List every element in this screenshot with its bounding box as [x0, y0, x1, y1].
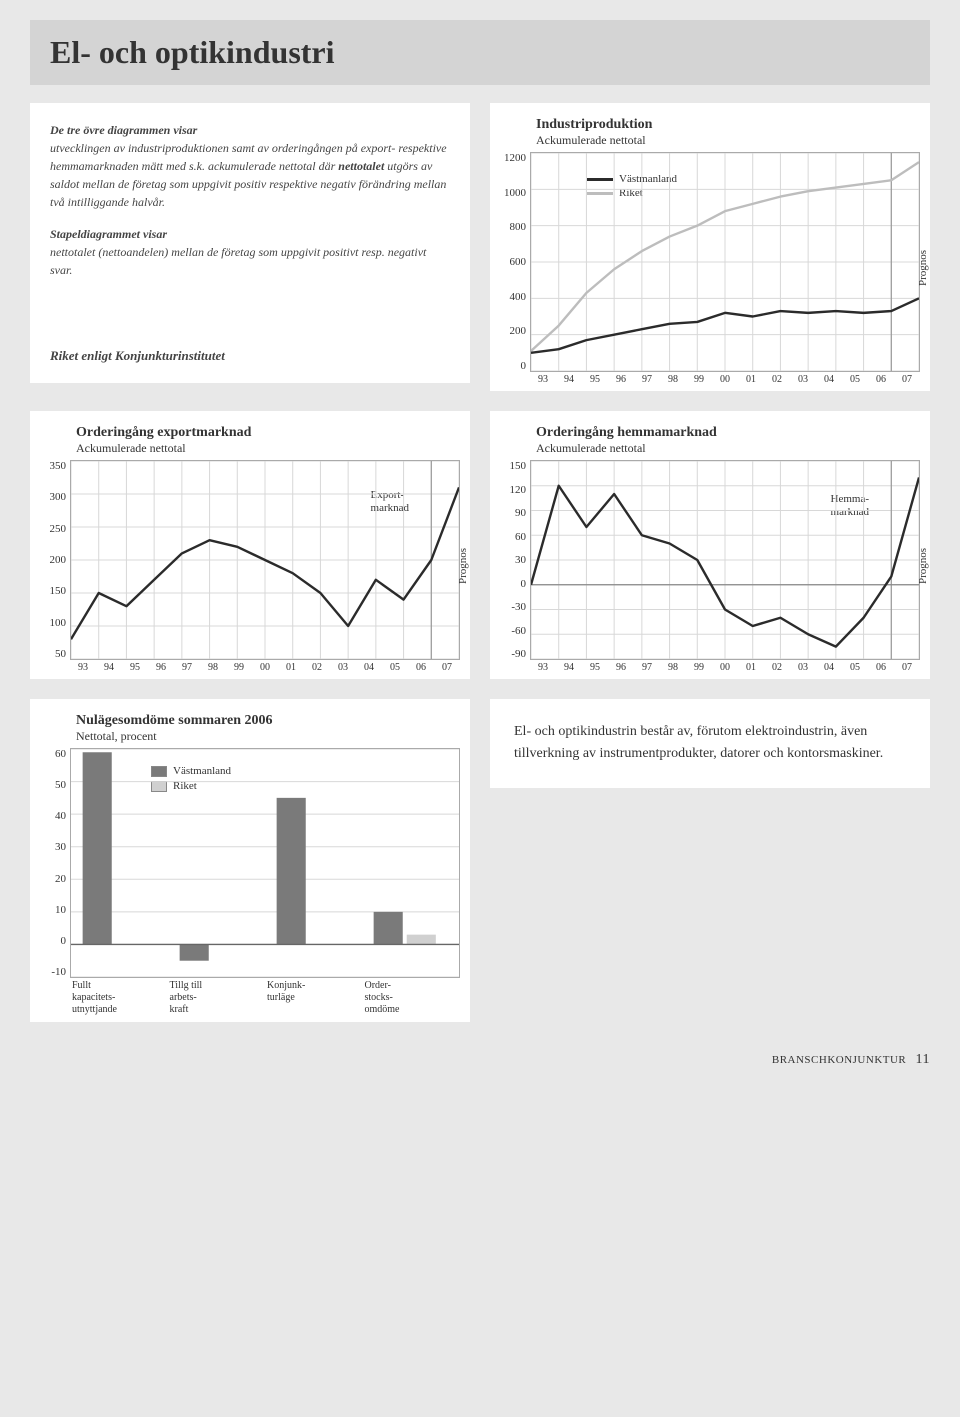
page-title: El- och optikindustri — [50, 34, 910, 71]
chart3-xaxis: 939495969798990001020304050607 — [530, 662, 920, 673]
info-box: El- och optikindustrin består av, föruto… — [490, 699, 930, 788]
chart1-xaxis: 939495969798990001020304050607 — [530, 374, 920, 385]
chart-export: Orderingång exportmarknad Ackumulerade n… — [30, 411, 470, 679]
riket-source: Riket enligt Konjunkturinstitutet — [50, 346, 225, 366]
chart3-subtitle: Ackumulerade nettotal — [536, 441, 920, 456]
chart-nulage: Nulägesomdöme sommaren 2006 Nettotal, pr… — [30, 699, 470, 1022]
chart2-xaxis: 939495969798990001020304050607 — [70, 662, 460, 673]
chart2-plot: Export-marknad Prognos — [70, 460, 460, 660]
desc-heading-2: Stapeldiagrammet visar — [50, 227, 167, 241]
chart1-title: Industriproduktion — [536, 117, 920, 133]
description-box: De tre övre diagrammen visar utvecklinge… — [30, 103, 470, 383]
chart2-yaxis: 35030025020015010050 — [40, 460, 70, 660]
chart4-yaxis: 6050403020100-10 — [40, 748, 70, 978]
desc-p2: nettotalet (nettoandelen) mellan de före… — [50, 245, 426, 277]
footer-page: 11 — [916, 1052, 930, 1067]
chart1-yaxis: 120010008006004002000 — [500, 152, 530, 372]
chart2-subtitle: Ackumulerade nettotal — [76, 441, 460, 456]
chart-industriproduktion: Industriproduktion Ackumulerade nettotal… — [490, 103, 930, 391]
title-bar: El- och optikindustri — [30, 20, 930, 85]
chart1-plot: Västmanland Riket Prognos — [530, 152, 920, 372]
chart3-plot: Hemma-marknad Prognos — [530, 460, 920, 660]
chart4-title: Nulägesomdöme sommaren 2006 — [76, 713, 460, 729]
desc-heading-1: De tre övre diagrammen visar — [50, 123, 197, 137]
chart4-xaxis: Fulltkapacitets-utnyttjandeTillg tillarb… — [70, 978, 460, 1016]
chart2-title: Orderingång exportmarknad — [76, 425, 460, 441]
chart-hemma: Orderingång hemmamarknad Ackumulerade ne… — [490, 411, 930, 679]
chart4-subtitle: Nettotal, procent — [76, 729, 460, 744]
footer-label: BRANSCHKONJUNKTUR — [772, 1054, 906, 1066]
chart1-subtitle: Ackumulerade nettotal — [536, 133, 920, 148]
footer: BRANSCHKONJUNKTUR 11 — [30, 1052, 930, 1068]
chart4-plot: Västmanland Riket — [70, 748, 460, 978]
info-text: El- och optikindustrin består av, föruto… — [514, 724, 883, 761]
desc-p1b: nettotalet — [338, 159, 384, 173]
chart3-yaxis: 1501209060300-30-60-90 — [500, 460, 530, 660]
chart3-title: Orderingång hemmamarknad — [536, 425, 920, 441]
